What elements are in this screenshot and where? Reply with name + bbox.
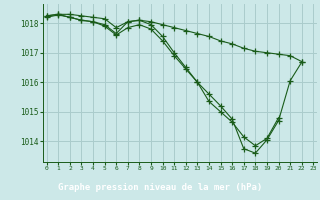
Text: Graphe pression niveau de la mer (hPa): Graphe pression niveau de la mer (hPa) — [58, 183, 262, 192]
